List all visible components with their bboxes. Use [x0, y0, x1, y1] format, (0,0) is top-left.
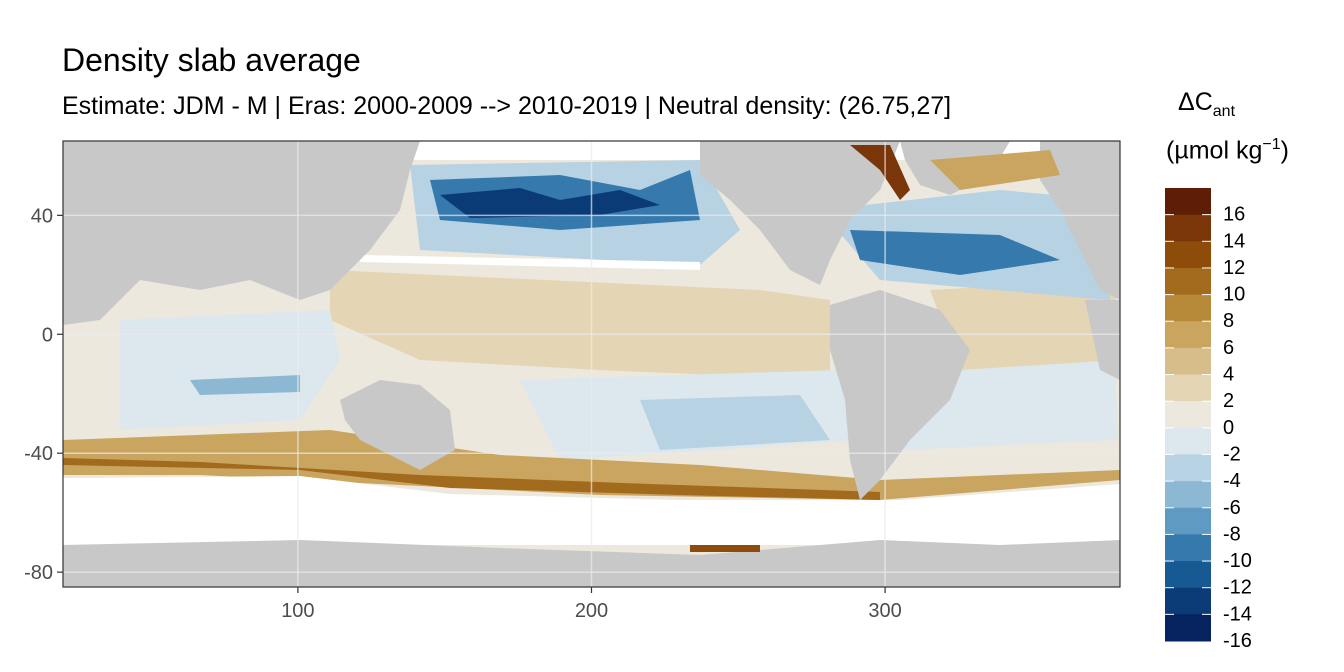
europe-land — [1040, 141, 1120, 300]
legend-color-bin — [1165, 214, 1211, 242]
legend-color-bin — [1165, 401, 1211, 429]
legend-title-sub: ant — [1212, 103, 1236, 120]
legend-label: 6 — [1223, 337, 1234, 359]
africa-east-land — [1085, 300, 1120, 380]
tropical-atlantic-warm — [930, 280, 1118, 370]
legend-label: 12 — [1223, 257, 1245, 279]
legend-label: 10 — [1223, 284, 1245, 306]
legend-label: -2 — [1223, 443, 1241, 465]
legend-unit-open: (µmol kg — [1166, 136, 1263, 165]
legend-label: -16 — [1223, 630, 1252, 652]
legend-label: 16 — [1223, 204, 1245, 226]
legend-color-bin — [1165, 427, 1211, 455]
legend-color-bin — [1165, 454, 1211, 482]
pacific-warm-region — [330, 270, 830, 380]
legend-color-bin — [1165, 561, 1211, 589]
indian-blue-streak — [190, 375, 300, 395]
grid-lines — [63, 141, 1120, 587]
legend-color-bin — [1165, 241, 1211, 269]
legend-label: -10 — [1223, 550, 1252, 572]
legend-label: -12 — [1223, 577, 1252, 599]
legend-color-bin — [1165, 188, 1211, 216]
north-pacific-core — [440, 188, 660, 218]
antarctic-brown-edge — [690, 545, 760, 552]
legend-color-bin — [1165, 534, 1211, 562]
map-panel — [63, 141, 1120, 587]
y-tick-label: -40 — [24, 443, 53, 465]
legend-color-bin — [1165, 294, 1211, 322]
legend-label: -8 — [1223, 523, 1241, 545]
y-tick-label: 40 — [31, 205, 53, 227]
south-america-land — [830, 290, 970, 500]
y-tick-label: -80 — [24, 562, 53, 584]
arctic-brown-highlight — [850, 145, 910, 200]
legend-label: -14 — [1223, 603, 1252, 625]
north-atlantic-deep-blue — [850, 230, 1060, 275]
legend-color-bin — [1165, 347, 1211, 376]
north-pacific-no-data-band — [360, 255, 700, 270]
eurasia-africa-land — [63, 141, 420, 325]
north-atlantic-brown — [930, 150, 1060, 190]
legend-color-bin — [1165, 481, 1211, 509]
x-tick-label: 100 — [281, 600, 314, 622]
plot-subtitle: Estimate: JDM - M | Eras: 2000-2009 --> … — [62, 92, 952, 120]
southern-dark-brown-edge — [63, 458, 880, 500]
legend-label: -6 — [1223, 497, 1241, 519]
x-tick-label: 200 — [575, 600, 608, 622]
land — [63, 141, 1120, 587]
legend-label: 14 — [1223, 230, 1245, 252]
legend-color-bin — [1165, 587, 1211, 615]
legend-label: 4 — [1223, 364, 1234, 386]
legend-label: 8 — [1223, 310, 1234, 332]
legend-color-bin — [1165, 321, 1211, 349]
legend-title-unit: (µmol kg−1) — [1166, 136, 1289, 165]
plot-title: Density slab average — [62, 42, 361, 78]
indian-cool-region — [120, 310, 340, 430]
legend-label: -4 — [1223, 470, 1241, 492]
legend-title-quantity: ΔCant — [1178, 88, 1235, 121]
legend-colorbar: 16 14 12 10 8 6 4 2 0 -2 -4 -6 -8 -10 -12 -14 -16 — [1165, 188, 1252, 652]
legend-color-bin — [1165, 614, 1211, 642]
legend-color-bin — [1165, 507, 1211, 535]
legend-title-delta: ΔC — [1178, 88, 1213, 116]
legend-color-bin — [1165, 374, 1211, 402]
australia-land — [340, 380, 455, 470]
legend-label: 2 — [1223, 390, 1234, 412]
legend-unit-close: ) — [1280, 136, 1289, 165]
x-tick-label: 300 — [868, 600, 901, 622]
legend-color-bin — [1165, 267, 1211, 296]
y-tick-label: 0 — [42, 324, 53, 346]
north-america-land — [700, 141, 900, 285]
legend-unit-sup: −1 — [1262, 136, 1281, 153]
legend-label: 0 — [1223, 417, 1234, 439]
south-pacific-blue-patch — [640, 395, 830, 450]
